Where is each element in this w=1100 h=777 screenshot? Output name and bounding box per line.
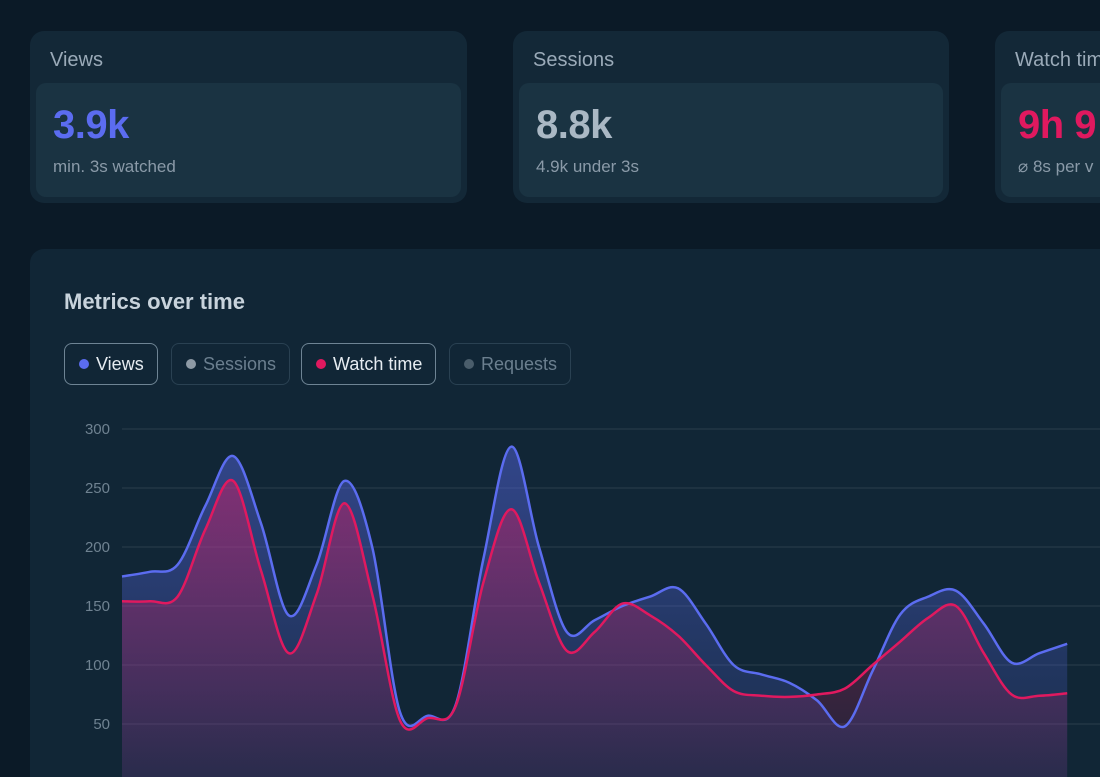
stat-body: 8.8k 4.9k under 3s (519, 83, 943, 197)
toggle-watch-time[interactable]: Watch time (301, 343, 437, 385)
toggle-label: Watch time (333, 353, 423, 374)
views-dot-icon (79, 359, 89, 369)
y-tick-label: 250 (85, 480, 110, 497)
toggle-label: Sessions (203, 353, 277, 374)
stat-body: 9h 9 ⌀ 8s per v (1001, 83, 1100, 197)
y-tick-label: 150 (85, 598, 110, 615)
stat-card-watch-time: Watch time 9h 9 ⌀ 8s per v (995, 31, 1100, 203)
y-tick-label: 100 (85, 657, 110, 674)
y-tick-label: 300 (85, 421, 110, 438)
stat-subtitle: ⌀ 8s per v (1018, 157, 1094, 176)
stat-title: Views (50, 49, 103, 71)
metrics-panel: Metrics over time Views Sessions Watch t… (30, 249, 1100, 777)
y-tick-label: 50 (93, 716, 110, 733)
toggle-sessions[interactable]: Sessions (171, 343, 291, 385)
stat-subtitle: 4.9k under 3s (536, 157, 640, 176)
toggle-requests[interactable]: Requests (449, 343, 572, 385)
series-area-watch-time (122, 480, 1068, 777)
stat-title: Watch time (1015, 49, 1100, 71)
stat-value: 8.8k (536, 103, 612, 147)
stat-title: Sessions (533, 49, 615, 71)
series-line-watch-time (121, 478, 1068, 731)
stat-body: 3.9k min. 3s watched (36, 83, 461, 197)
stat-value: 3.9k (53, 103, 129, 147)
metrics-chart: 50 100 150 200 250 300 (85, 421, 1100, 777)
stat-card-views: Views 3.9k min. 3s watched (30, 31, 467, 203)
toggle-label: Views (96, 353, 144, 374)
stat-subtitle: min. 3s watched (53, 157, 176, 176)
series-line-views (121, 445, 1068, 729)
sessions-dot-icon (186, 359, 196, 369)
toggle-views[interactable]: Views (64, 343, 158, 385)
stat-value: 9h 9 (1018, 103, 1097, 147)
panel-title: Metrics over time (64, 289, 245, 314)
stat-card-sessions: Sessions 8.8k 4.9k under 3s (513, 31, 949, 203)
requests-dot-icon (464, 359, 474, 369)
y-tick-label: 200 (85, 539, 110, 556)
watch-time-dot-icon (316, 359, 326, 369)
toggle-label: Requests (481, 353, 558, 374)
